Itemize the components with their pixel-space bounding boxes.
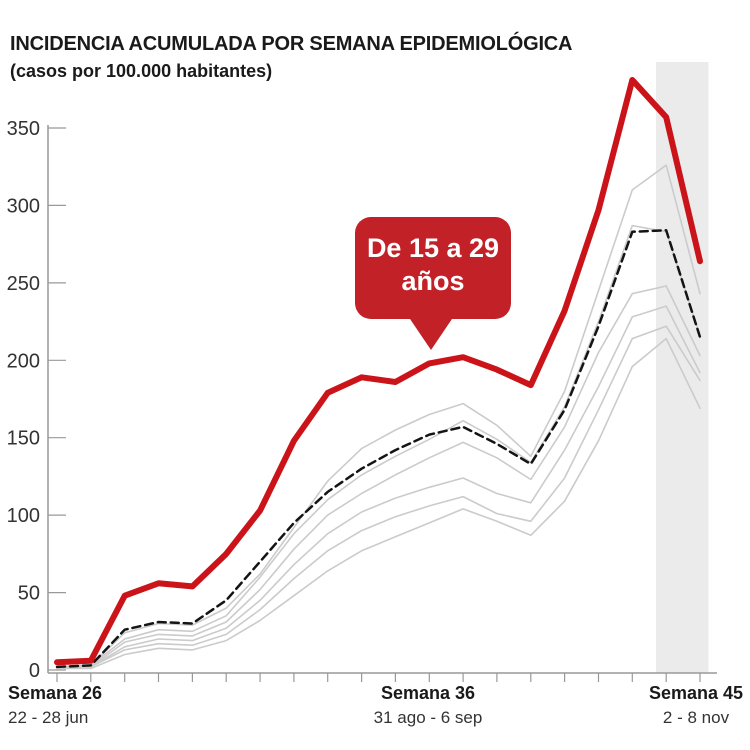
week-label: Semana 26: [8, 683, 103, 703]
date-range-label: 31 ago - 6 sep: [373, 708, 483, 727]
callout-text-line1: De 15 a 29: [366, 233, 500, 263]
series-gray-5: [56, 325, 701, 670]
y-tick-label: 50: [18, 583, 40, 605]
series-gray-1: [56, 164, 701, 668]
callout-text-line2: años: [401, 265, 465, 296]
week-label: Semana 36: [380, 683, 476, 703]
callout-pointer-icon: [408, 316, 454, 350]
date-range-label: 2 - 8 nov: [662, 708, 730, 727]
chart-title: INCIDENCIA ACUMULADA POR SEMANA EPIDEMIO…: [10, 33, 573, 55]
chart-subtitle: (casos por 100.000 habitantes): [10, 61, 273, 81]
series-gray-2: [56, 224, 701, 668]
date-range-label: 22 - 28 jun: [8, 708, 89, 727]
series-de-15-a-29: [54, 77, 703, 666]
y-tick-label: 150: [7, 428, 40, 450]
series-gray-6: [56, 337, 701, 670]
y-tick-label: 100: [7, 505, 40, 527]
y-tick-label: 200: [7, 350, 40, 372]
highlight-band-week45: [656, 62, 709, 673]
week-label: Semana 45: [648, 683, 744, 703]
x-axis-label-week36: Semana 36 31 ago - 6 sep: [374, 683, 483, 728]
y-tick-label: 350: [7, 118, 40, 140]
y-tick-label: 0: [29, 660, 40, 682]
series-dashed-total: [55, 228, 702, 669]
series-gray-3: [56, 285, 701, 670]
x-axis-label-week26: Semana 26 22 - 28 jun: [8, 683, 102, 728]
age-group-callout: De 15 a 29 años: [355, 217, 511, 319]
series-gray-4: [56, 305, 701, 670]
y-tick-label: 250: [7, 273, 40, 295]
x-axis-label-week45: Semana 45 2 - 8 nov: [649, 683, 743, 728]
y-tick-label: 300: [7, 195, 40, 217]
